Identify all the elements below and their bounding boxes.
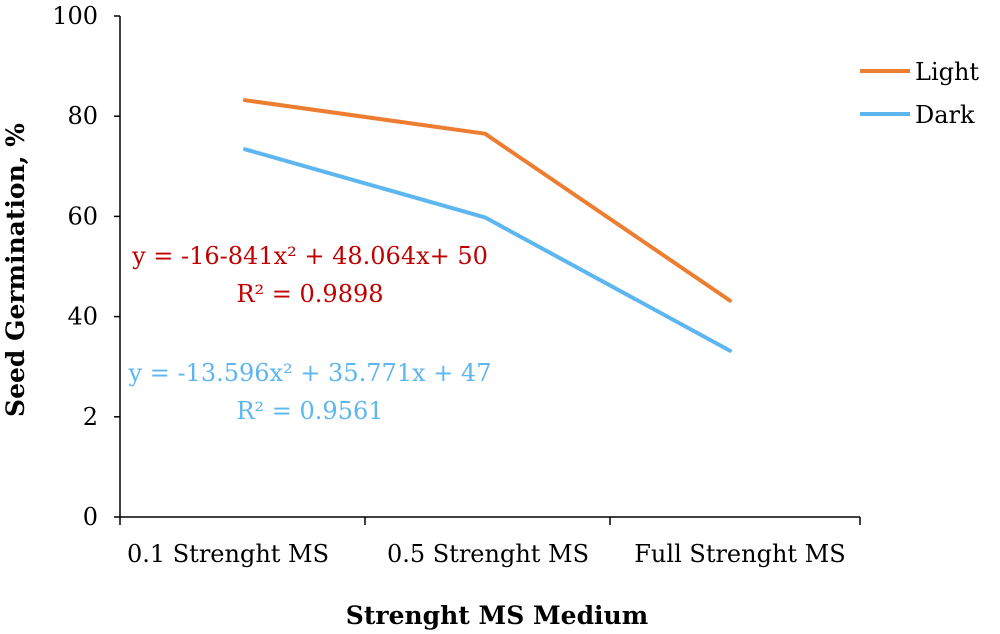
annotation-dark-equation: y = -13.596x² + 35.771x + 47	[128, 359, 492, 387]
series-line-dark	[243, 147, 732, 353]
x-category-label: 0.1 Strenght MS	[127, 540, 329, 568]
y-tick-label: 60	[67, 202, 98, 230]
x-ticks: 0.1 Strenght MS 0.5 Strenght MS Full Stren…	[119, 517, 861, 568]
annotation-dark-r2: R² = 0.9561	[236, 397, 383, 425]
y-axis-title: Seed Germination, %	[1, 123, 30, 417]
y-tick-label: 0	[83, 503, 98, 531]
y-tick-label: 2	[83, 403, 98, 431]
annotation-light-r2: R² = 0.9898	[236, 280, 383, 308]
x-axis-title: Strenght MS Medium	[346, 601, 648, 630]
x-category-label: Full Strenght MS	[634, 540, 845, 568]
y-ticks: 0 2 40 60 80 100	[52, 2, 120, 531]
series-line-light	[243, 98, 732, 303]
legend-label-dark: Dark	[915, 101, 975, 129]
x-category-label: 0.5 Strenght MS	[387, 540, 589, 568]
legend-label-light: Light	[915, 58, 979, 86]
annotation-light-equation: y = -16-841x² + 48.064x+ 50	[131, 242, 488, 270]
series-group	[243, 98, 732, 353]
y-tick-label: 40	[67, 303, 98, 331]
y-tick-label: 80	[67, 102, 98, 130]
y-tick-label: 100	[52, 2, 98, 30]
legend: Light Dark	[860, 58, 979, 129]
